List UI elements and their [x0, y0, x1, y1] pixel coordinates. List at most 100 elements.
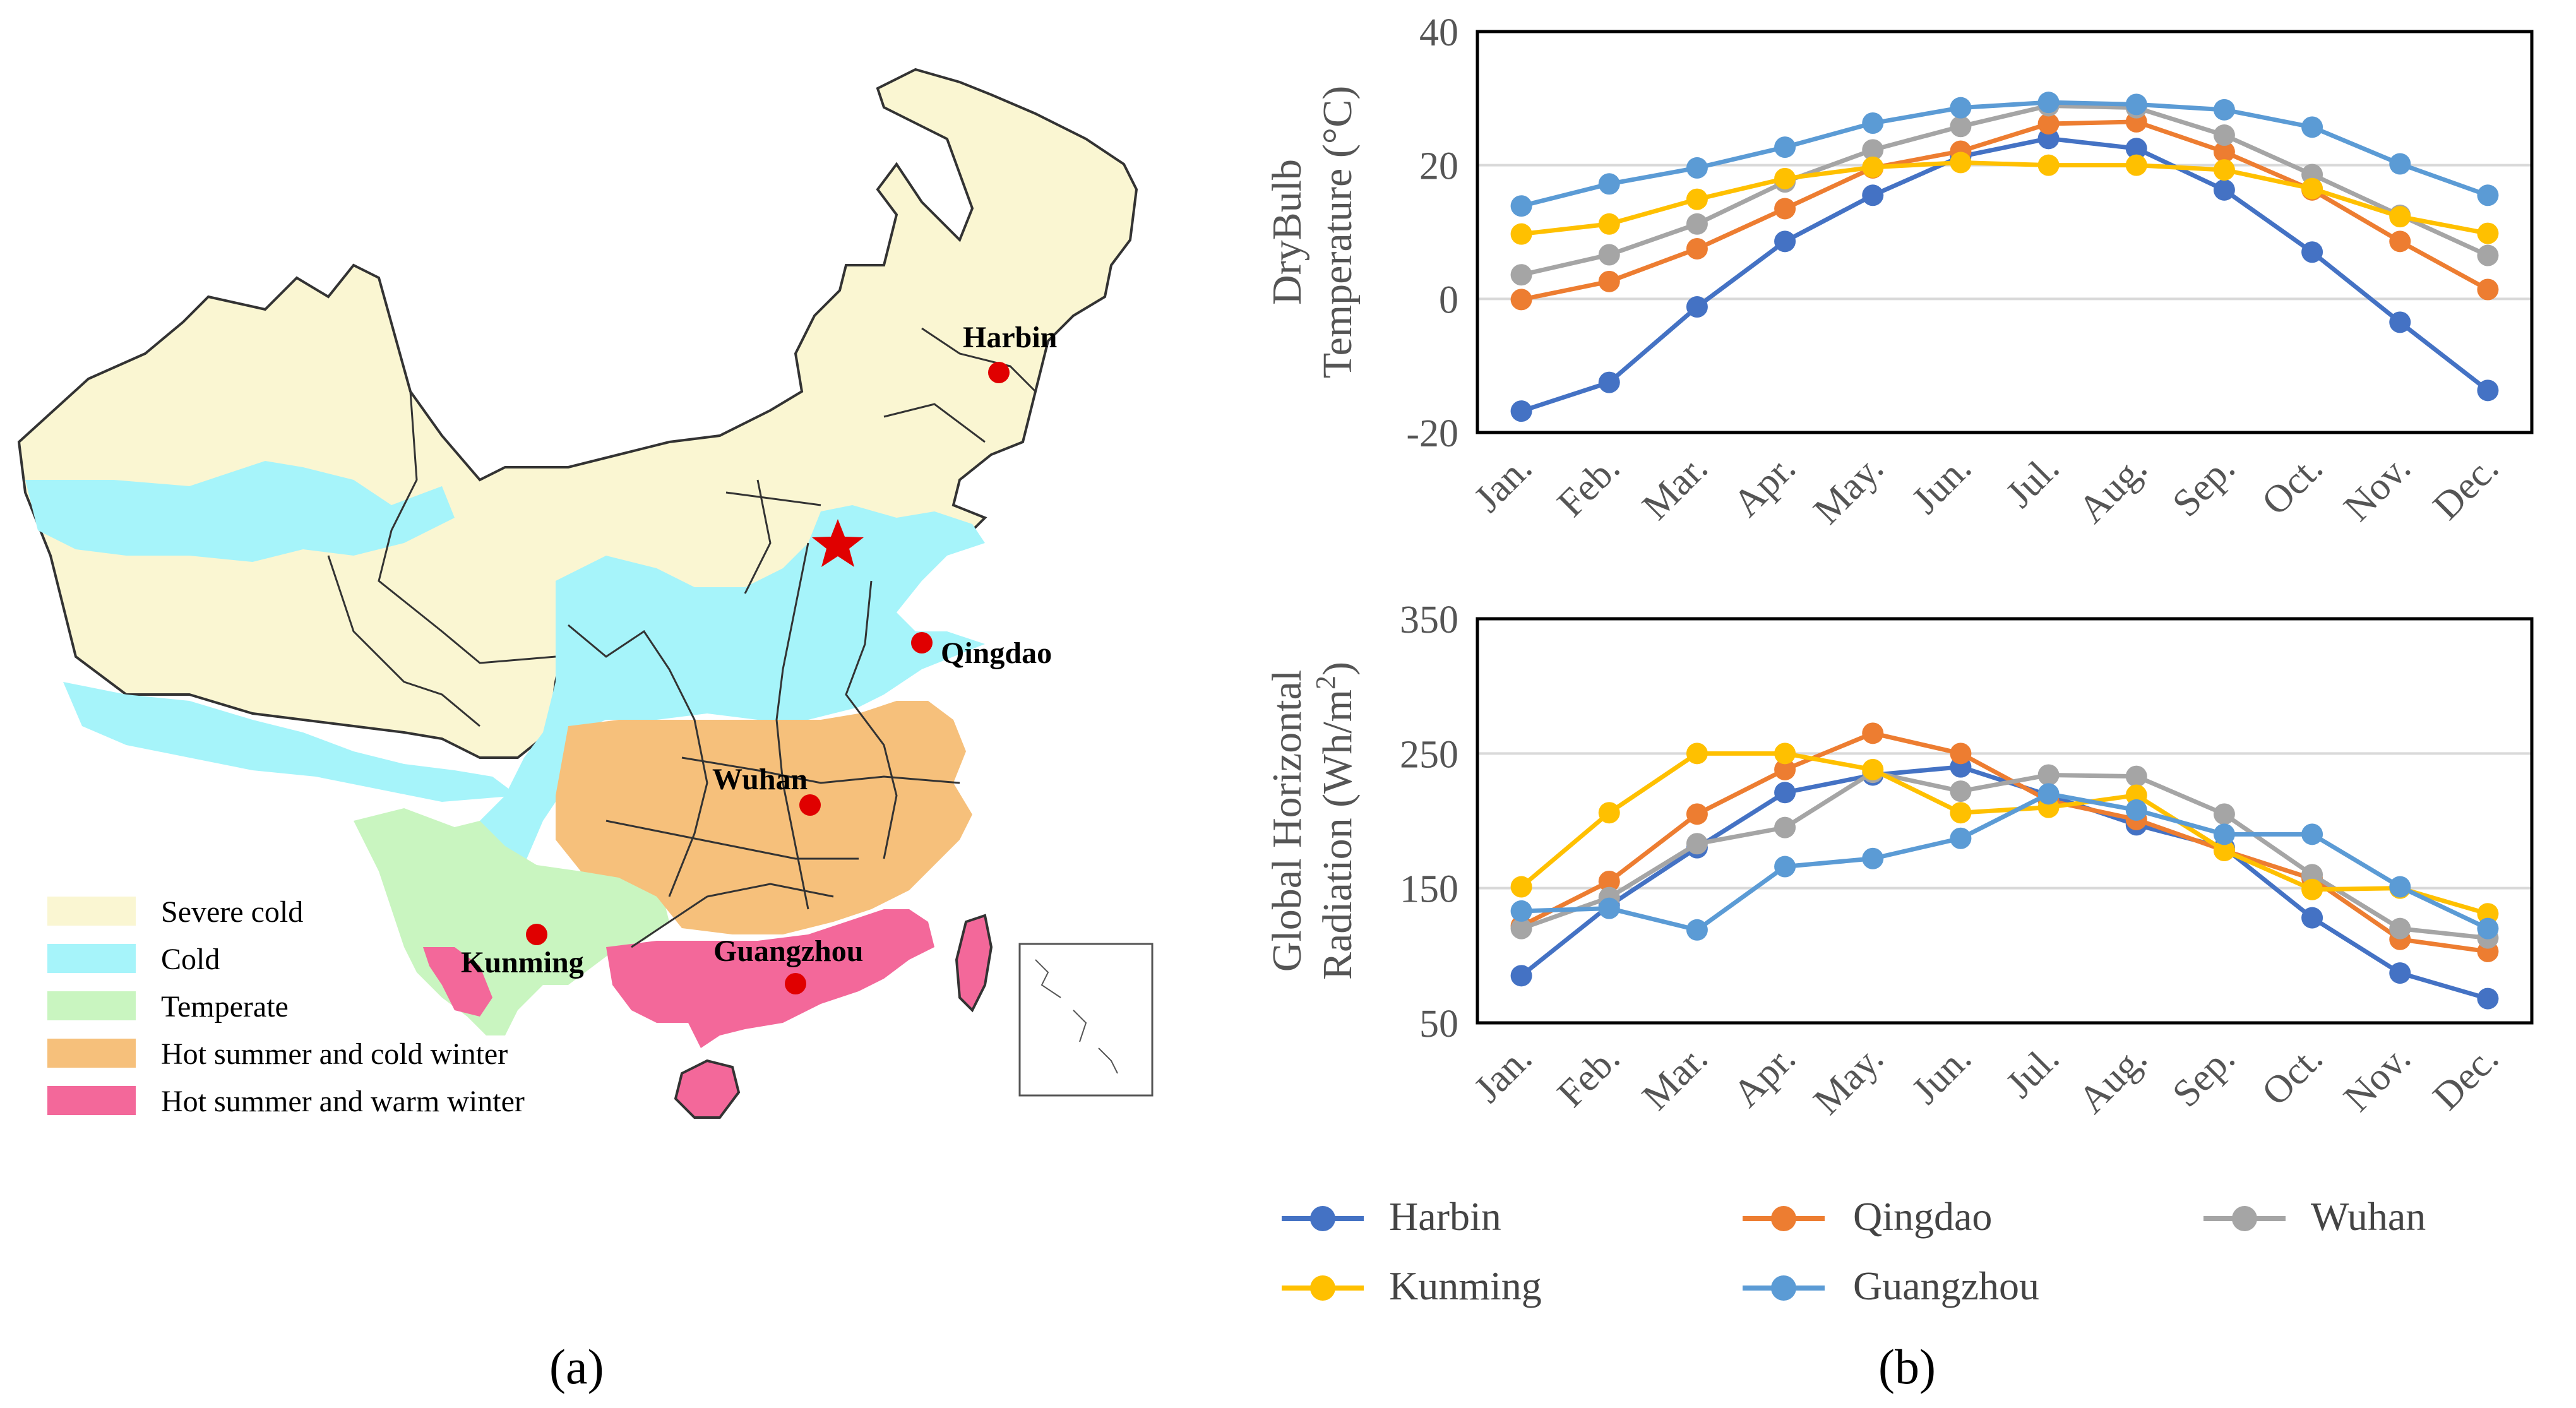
legend-marker-harbin — [1310, 1206, 1335, 1231]
zone-hot-summer-warm-winter — [606, 909, 934, 1048]
data-point-guangzhou — [1686, 157, 1708, 179]
temperature-line-chart: -20 0 20 40 Jan. Feb. Mar. Apr. May. Jun. Jul. Aug.… — [1264, 11, 2534, 533]
zone-severe-cold — [17, 68, 1138, 759]
legend-item-harbin: Harbin — [1282, 1194, 1501, 1239]
data-point-guangzhou — [2125, 799, 2147, 821]
data-point-guangzhou — [2125, 93, 2147, 116]
legend-label-kunming: Kunming — [1389, 1263, 1542, 1308]
data-point-kunming — [1510, 223, 1532, 245]
x-tick-label: Apr. — [1725, 446, 1804, 525]
x-tick-label: Apr. — [1725, 1037, 1804, 1116]
data-point-guangzhou — [2213, 98, 2235, 121]
city-dot-wuhan — [799, 794, 821, 816]
data-point-wuhan — [2477, 244, 2499, 266]
x-tick-label: Dec. — [2425, 446, 2507, 528]
data-point-kunming — [1862, 758, 1884, 780]
data-point-kunming — [1774, 167, 1796, 189]
y-axis-title-line2-text: Radiation (Wh/m — [1315, 689, 1361, 980]
data-point-guangzhou — [1950, 827, 1972, 849]
data-point-kunming — [2125, 784, 2147, 806]
y-tick-label: 150 — [1400, 868, 1458, 911]
data-point-harbin — [2301, 241, 2323, 263]
data-point-harbin — [1510, 400, 1532, 422]
city-dot-guangzhou — [785, 973, 806, 994]
x-tick-label: Mar. — [1634, 446, 1716, 528]
x-tick-label: Sep. — [2164, 446, 2243, 525]
city-label-guangzhou: Guangzhou — [713, 934, 863, 968]
legend-label-harbin: Harbin — [1389, 1194, 1501, 1239]
data-point-qingdao — [1598, 270, 1620, 292]
y-axis-title-line2-text: Temperature (°C) — [1315, 86, 1361, 378]
series-line-qingdao — [1520, 119, 2490, 302]
city-label-qingdao: Qingdao — [941, 636, 1052, 670]
data-point-harbin — [2389, 962, 2411, 984]
x-tick-label: May. — [1806, 446, 1892, 533]
x-tick-label: Aug. — [2070, 1037, 2156, 1122]
data-point-qingdao — [2037, 113, 2060, 135]
series-line-kunming — [1520, 751, 2489, 916]
province-borders — [327, 327, 1037, 948]
data-point-wuhan — [1686, 833, 1708, 855]
zone-hot-warm-west — [423, 947, 492, 1017]
series-line-guangzhou — [1521, 791, 2489, 933]
data-point-wuhan — [2213, 803, 2235, 825]
data-point-harbin — [1774, 782, 1796, 804]
data-point-wuhan — [1686, 213, 1708, 235]
data-point-guangzhou — [1774, 856, 1796, 878]
data-point-kunming — [2477, 222, 2499, 244]
y-tick-label: 0 — [1439, 278, 1458, 321]
data-point-qingdao — [1862, 722, 1884, 744]
y-axis-title-line2: Radiation (Wh/m2) — [1310, 662, 1361, 980]
x-tick-label: Nov. — [2335, 446, 2419, 530]
data-point-kunming — [1950, 152, 1972, 174]
x-tick-label: Dec. — [2425, 1037, 2507, 1119]
data-point-kunming — [2389, 206, 2411, 228]
x-tick-label: Jun. — [1904, 446, 1979, 522]
x-tick-label: Jan. — [1466, 446, 1540, 520]
legend-item-kunming: Kunming — [1282, 1263, 1542, 1308]
legend-label-hot-summer-warm-winter: Hot summer and warm winter — [161, 1085, 525, 1118]
y-tick-label: 50 — [1419, 1003, 1458, 1046]
series-line-wuhan — [1520, 770, 2488, 941]
hainan-island — [674, 1059, 741, 1119]
city-label-wuhan: Wuhan — [712, 763, 808, 796]
x-tick-label: Oct. — [2254, 446, 2331, 523]
x-tick-label: Jun. — [1904, 1037, 1979, 1113]
x-tick-label: Nov. — [2335, 1037, 2419, 1120]
data-point-kunming — [2477, 903, 2499, 925]
data-point-guangzhou — [1950, 97, 1972, 119]
legend-swatch-severe-cold — [47, 897, 136, 926]
data-point-qingdao — [1510, 289, 1532, 311]
city-dot-qingdao — [911, 632, 933, 653]
city-label-kunming: Kunming — [461, 946, 584, 979]
data-point-kunming — [1510, 876, 1532, 898]
data-point-qingdao — [2477, 278, 2499, 301]
y-tick-label: -20 — [1406, 412, 1458, 455]
data-point-kunming — [2037, 154, 2060, 176]
x-tick-label: Jan. — [1466, 1037, 1540, 1111]
legend-label-qingdao: Qingdao — [1853, 1194, 1992, 1239]
data-point-kunming — [2125, 154, 2147, 176]
data-point-kunming — [1598, 213, 1620, 235]
x-tick-label: Feb. — [1549, 446, 1628, 525]
climate-zone-map: Harbin Qingdao Wuhan Kunming Guangzhou S… — [17, 68, 1154, 1119]
data-point-wuhan — [2389, 917, 2411, 940]
zone-hot-summer-cold-winter — [556, 701, 972, 934]
x-tick-label: Jul. — [1998, 1037, 2067, 1106]
data-point-guangzhou — [1510, 195, 1532, 217]
data-point-kunming — [1686, 188, 1708, 210]
y-axis-title-line2: Temperature (°C) — [1315, 86, 1361, 378]
data-point-guangzhou — [1774, 136, 1796, 158]
zone-cold-west — [25, 461, 455, 562]
y-axis-title-line1: DryBulb — [1264, 159, 1310, 305]
series-line-wuhan — [1520, 103, 2489, 277]
data-point-harbin — [2213, 179, 2235, 201]
series-line-guangzhou — [1520, 100, 2489, 208]
south-china-sea-inset — [1018, 943, 1154, 1097]
city-markers: Harbin Qingdao Wuhan Kunming Guangzhou — [461, 321, 1057, 994]
data-point-wuhan — [2301, 864, 2323, 886]
data-point-wuhan — [1510, 917, 1532, 940]
capital-star-icon — [812, 519, 864, 567]
data-point-kunming — [2301, 878, 2323, 900]
data-point-wuhan — [2213, 124, 2235, 146]
